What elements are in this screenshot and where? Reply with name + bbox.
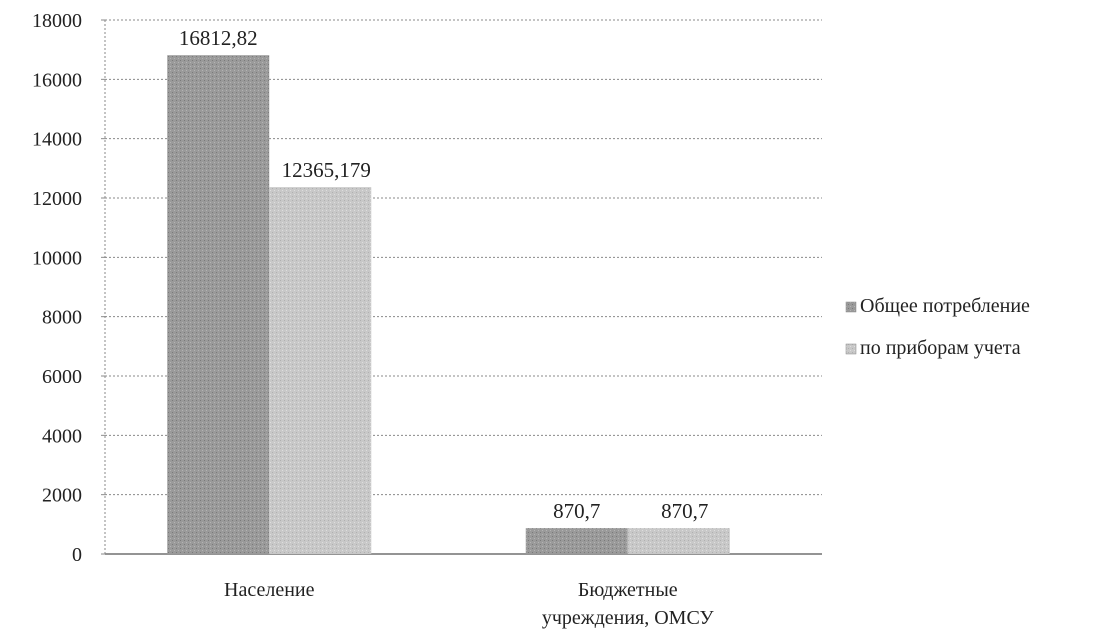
legend-label: Общее потребление [860,295,1030,317]
legend: Общее потребление по приборам учета [845,295,1030,359]
y-tick-label: 14000 [32,129,82,151]
bar [167,55,270,555]
data-label: 870,7 [661,499,708,523]
y-tick-label: 18000 [32,10,82,32]
x-category-label: Бюджетные [578,579,678,601]
y-tick-label: 4000 [42,425,82,447]
data-label: 870,7 [553,499,600,523]
y-tick-label: 12000 [32,188,82,210]
y-tick-label: 16000 [32,69,82,91]
y-tick-label: 2000 [42,485,82,507]
bar [269,187,372,554]
legend-swatch [845,301,857,313]
y-axis: 0 2000 4000 6000 8000 10000 12000 14000 16000 180… [32,10,106,566]
x-category-label: Население [224,579,315,601]
bar [627,528,730,554]
y-tick-label: 8000 [42,307,82,329]
bar [525,528,628,554]
legend-label: по приборам учета [860,337,1021,359]
x-axis-categories: Население Бюджетные учреждения, ОМСУ [224,579,715,629]
data-label: 12365,179 [282,158,371,182]
y-tick-label: 10000 [32,247,82,269]
y-tick-label: 6000 [42,366,82,388]
data-labels: 16812,82 12365,179 870,7 870,7 [179,26,709,523]
legend-swatch [845,343,857,355]
bars [167,55,730,555]
y-tick-label: 0 [72,544,82,566]
x-category-label: учреждения, ОМСУ [542,607,715,629]
data-label: 16812,82 [179,26,258,50]
